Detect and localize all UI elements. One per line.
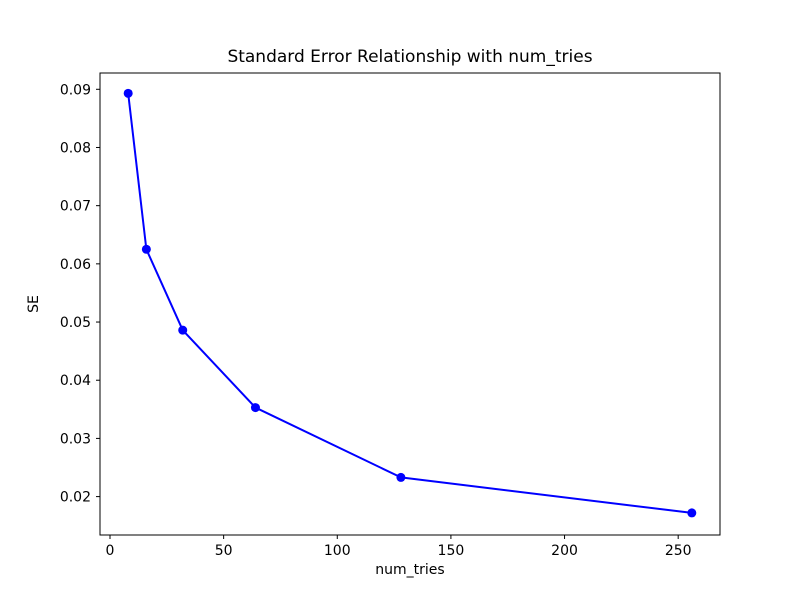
se-line (127, 92, 693, 514)
data-point-marker (250, 403, 260, 413)
x-tick-label: 0 (106, 543, 115, 559)
x-tick-label: 50 (215, 543, 233, 559)
data-point-marker (178, 325, 188, 335)
y-tick-label: 0.06 (60, 257, 91, 273)
plot-area-spines (99, 72, 721, 536)
y-tick-label: 0.03 (60, 431, 91, 447)
x-tick-label: 150 (438, 543, 465, 559)
y-tick-label: 0.02 (60, 490, 91, 506)
chart-title: Standard Error Relationship with num_tri… (227, 47, 592, 67)
data-point-marker (123, 88, 133, 98)
x-tick-label: 250 (665, 543, 692, 559)
data-point-marker (396, 472, 406, 482)
se-line-series (123, 88, 697, 518)
y-tick-label: 0.05 (60, 315, 91, 331)
x-axis-label: num_tries (375, 562, 444, 578)
y-tick-label: 0.07 (60, 199, 91, 215)
data-point-marker (687, 508, 697, 518)
y-axis-label: SE (26, 295, 42, 313)
y-tick-label: 0.08 (60, 140, 91, 156)
axes-layer: 0 50 100 150 200 250 0.02 0.03 0.04 0.05 0.06 0.07 0… (60, 72, 721, 559)
data-point-marker (141, 244, 151, 254)
x-tick-label: 200 (551, 543, 578, 559)
y-tick-label: 0.04 (60, 373, 91, 389)
y-tick-label: 0.09 (60, 82, 91, 98)
x-tick-label: 100 (324, 543, 351, 559)
